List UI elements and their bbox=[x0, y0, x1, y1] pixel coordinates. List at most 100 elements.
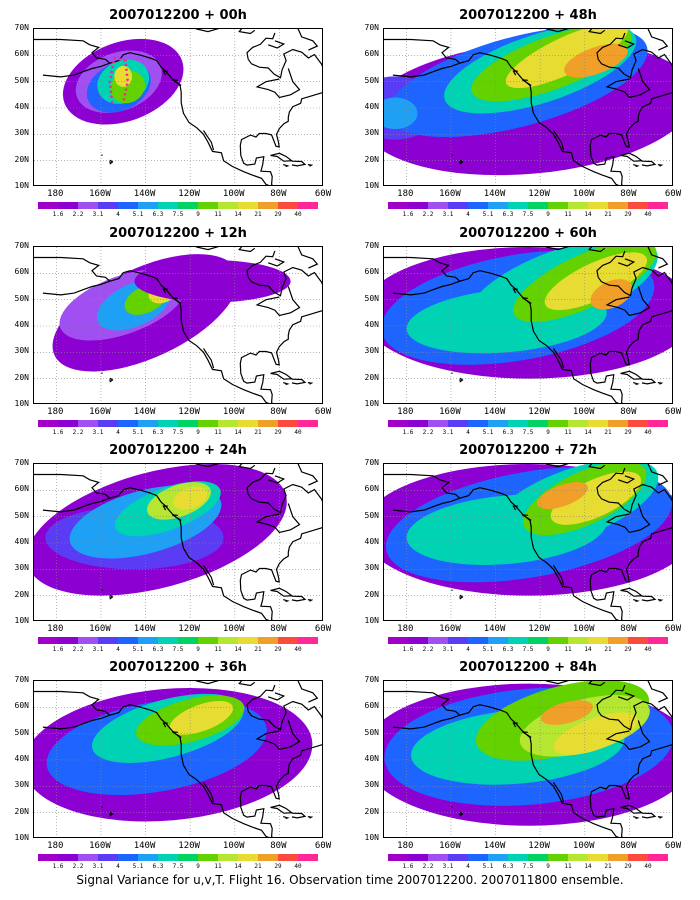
colorbar-swatch bbox=[78, 637, 98, 644]
colorbar-swatch bbox=[58, 420, 78, 427]
longitude-label: 180 bbox=[47, 407, 64, 417]
latitude-label: 40N bbox=[14, 320, 29, 329]
colorbar-swatch bbox=[588, 854, 608, 861]
colorbar-label: 11 bbox=[564, 863, 572, 870]
latitude-label: 60N bbox=[364, 49, 379, 59]
variance-map bbox=[33, 28, 323, 186]
longitude-label: 180 bbox=[397, 624, 414, 634]
colorbar-swatch bbox=[628, 420, 648, 427]
variance-map bbox=[383, 246, 673, 404]
colorbar-label: 1.6 bbox=[402, 646, 414, 653]
colorbar-label: 1.6 bbox=[402, 863, 414, 870]
latitude-label: 40N bbox=[364, 537, 379, 546]
colorbar-swatch bbox=[158, 854, 178, 861]
panel-title: 2007012200 + 12h bbox=[109, 226, 247, 241]
colorbar-swatch bbox=[218, 854, 238, 861]
colorbar-swatch bbox=[118, 202, 138, 209]
longitude-label: 140W bbox=[133, 189, 156, 199]
colorbar-swatch bbox=[428, 637, 448, 644]
colorbar-swatch bbox=[118, 854, 138, 861]
colorbar-swatch bbox=[278, 637, 298, 644]
latitude-label: 40N bbox=[364, 102, 379, 111]
colorbar-swatch bbox=[408, 420, 428, 427]
colorbar-swatch bbox=[278, 420, 298, 427]
colorbar-swatch bbox=[258, 420, 278, 427]
colorbar-swatch bbox=[408, 854, 428, 861]
colorbar-swatch bbox=[78, 854, 98, 861]
latitude-label: 10N bbox=[364, 399, 379, 408]
colorbar-label: 9 bbox=[546, 429, 550, 436]
colorbar bbox=[38, 637, 318, 644]
colorbar-label: 1.6 bbox=[52, 646, 64, 653]
colorbar-swatch bbox=[548, 420, 568, 427]
colorbar-swatch bbox=[138, 202, 158, 209]
colorbar-swatch bbox=[448, 854, 468, 861]
colorbar-label: 3.1 bbox=[92, 863, 104, 870]
colorbar-swatch bbox=[408, 637, 428, 644]
colorbar-label: 1.6 bbox=[52, 211, 64, 218]
colorbar-swatch bbox=[568, 854, 588, 861]
colorbar-swatch bbox=[178, 420, 198, 427]
colorbar-swatch bbox=[388, 637, 408, 644]
colorbar-swatch bbox=[178, 202, 198, 209]
colorbar-label: 7.5 bbox=[522, 429, 534, 436]
colorbar-swatch bbox=[178, 637, 198, 644]
colorbar-label: 9 bbox=[546, 863, 550, 870]
map-canvas bbox=[34, 464, 322, 620]
latitude-label: 50N bbox=[364, 727, 379, 737]
colorbar-swatch bbox=[238, 854, 258, 861]
colorbar-label: 3.1 bbox=[442, 211, 454, 218]
longitude-label: 120W bbox=[528, 841, 550, 851]
latitude-label: 10N bbox=[14, 833, 29, 842]
colorbar-label: 9 bbox=[546, 646, 550, 653]
colorbar-swatch bbox=[448, 420, 468, 427]
colorbar-label: 3.1 bbox=[442, 646, 454, 653]
colorbar-swatch bbox=[468, 420, 488, 427]
colorbar-label: 2.2 bbox=[72, 211, 84, 218]
colorbar-label: 6.3 bbox=[152, 863, 164, 870]
colorbar-label: 4 bbox=[466, 863, 470, 870]
latitude-label: 10N bbox=[364, 833, 379, 842]
longitude-label: 140W bbox=[133, 624, 156, 634]
latitude-label: 20N bbox=[14, 589, 29, 599]
colorbar-swatch bbox=[298, 854, 318, 861]
colorbar-label: 2.2 bbox=[422, 211, 434, 218]
latitude-label: 10N bbox=[14, 399, 29, 408]
colorbar-swatch bbox=[508, 854, 528, 861]
panel-title: 2007012200 + 36h bbox=[109, 660, 247, 675]
colorbar-label: 2.2 bbox=[422, 429, 434, 436]
colorbar-label: 3.1 bbox=[442, 863, 454, 870]
colorbar-label: 9 bbox=[196, 863, 200, 870]
longitude-label: 100W bbox=[222, 841, 245, 851]
colorbar-swatch bbox=[428, 420, 448, 427]
colorbar-swatch bbox=[278, 854, 298, 861]
longitude-label: 60W bbox=[664, 189, 682, 199]
latitude-label: 70N bbox=[364, 458, 379, 467]
colorbar-swatch bbox=[648, 854, 668, 861]
latitude-label: 50N bbox=[14, 75, 29, 85]
longitude-label: 80W bbox=[270, 841, 287, 851]
colorbar-swatch bbox=[568, 420, 588, 427]
colorbar-label: 40 bbox=[294, 863, 302, 870]
panel-title: 2007012200 + 48h bbox=[459, 8, 597, 23]
colorbar-swatch bbox=[388, 202, 408, 209]
colorbar-label: 3.1 bbox=[92, 646, 104, 653]
colorbar-swatch bbox=[38, 202, 58, 209]
latitude-label: 70N bbox=[14, 241, 29, 250]
colorbar-label: 2.2 bbox=[72, 646, 84, 653]
colorbar-swatch bbox=[78, 202, 98, 209]
colorbar-swatch bbox=[98, 854, 118, 861]
colorbar-swatch bbox=[58, 637, 78, 644]
map-canvas bbox=[384, 247, 672, 403]
colorbar bbox=[388, 854, 668, 861]
colorbar-label: 3.1 bbox=[92, 429, 104, 436]
colorbar-swatch bbox=[238, 420, 258, 427]
longitude-label: 100W bbox=[572, 189, 595, 199]
latitude-label: 70N bbox=[14, 458, 29, 467]
colorbar-label: 11 bbox=[214, 646, 222, 653]
map-canvas bbox=[384, 464, 672, 620]
latitude-label: 50N bbox=[14, 293, 29, 303]
map-canvas bbox=[384, 29, 672, 185]
colorbar bbox=[38, 420, 318, 427]
figure-caption: Signal Variance for u,v,T. Flight 16. Ob… bbox=[76, 873, 624, 887]
